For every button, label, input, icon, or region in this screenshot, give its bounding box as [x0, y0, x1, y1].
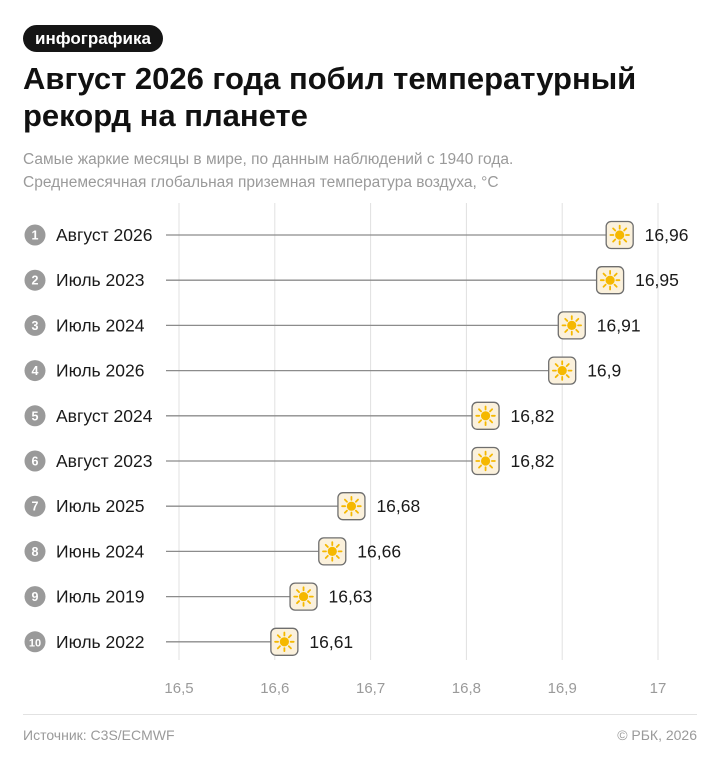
- rank-circle: [24, 586, 46, 608]
- value-label: 16,63: [329, 587, 373, 607]
- x-tick-label: 16,8: [452, 680, 481, 697]
- x-tick-label: 16,9: [548, 680, 577, 697]
- rank-circle: [24, 360, 46, 382]
- row-label: Июль 2026: [56, 361, 144, 381]
- rank-circle: [24, 495, 46, 517]
- rank-number: 10: [29, 637, 41, 649]
- rank-circle: [24, 224, 46, 246]
- value-label: 16,9: [587, 361, 621, 381]
- rank-circle: [24, 540, 46, 562]
- source-note: Источник: C3S/ECMWF: [23, 727, 175, 743]
- value-label: 16,66: [357, 541, 401, 561]
- value-label: 16,61: [309, 632, 353, 652]
- value-label: 16,95: [635, 270, 679, 290]
- rank-number: 6: [32, 455, 39, 469]
- value-label: 16,96: [645, 225, 689, 245]
- rank-number: 3: [32, 319, 39, 333]
- sun-icon: [552, 360, 573, 381]
- footer-divider: [23, 714, 697, 715]
- subtitle-line-2: Среднемесячная глобальная приземная темп…: [23, 174, 499, 191]
- rank-circle: [24, 269, 46, 291]
- subtitle-line-1: Самые жаркие месяцы в мире, по данным на…: [23, 151, 514, 168]
- rank-number: 9: [32, 590, 39, 604]
- sun-icon: [475, 405, 496, 427]
- sun-icon: [322, 541, 343, 562]
- row-label: Июль 2024: [56, 315, 145, 335]
- page-title: Август 2026 года побил температурный рек…: [23, 60, 693, 134]
- sun-icon: [274, 631, 295, 653]
- row-label: Июнь 2024: [56, 541, 145, 561]
- rank-number: 5: [32, 409, 39, 423]
- value-label: 16,68: [376, 496, 420, 516]
- sun-icon: [609, 224, 630, 246]
- sun-icon: [293, 586, 314, 607]
- row-label: Июль 2022: [56, 632, 144, 652]
- x-tick-label: 16,5: [164, 680, 193, 697]
- sun-icon: [475, 450, 496, 472]
- copyright-note: © РБК, 2026: [617, 727, 697, 743]
- temperature-dot-chart: 16,5 16,6 16,7 16,8 16,9 171 Август 2026 16,962…: [24, 203, 689, 697]
- rank-circle: [24, 405, 46, 427]
- row-label: Июль 2023: [56, 270, 144, 290]
- value-label: 16,91: [597, 315, 641, 335]
- value-label: 16,82: [511, 451, 555, 471]
- value-label: 16,82: [511, 406, 555, 426]
- x-tick-label: 17: [650, 680, 667, 697]
- row-label: Июль 2019: [56, 587, 144, 607]
- row-label: Август 2023: [56, 451, 152, 471]
- rank-number: 4: [32, 364, 39, 378]
- rank-number: 7: [32, 500, 39, 514]
- title-line-1: Август 2026 года побил температурный: [23, 61, 637, 96]
- x-tick-label: 16,7: [356, 680, 385, 697]
- rank-number: 1: [32, 229, 39, 243]
- sun-icon: [561, 315, 582, 336]
- sun-icon: [599, 270, 621, 291]
- rank-circle: [24, 314, 46, 336]
- row-label: Август 2026: [56, 225, 152, 245]
- rank-number: 2: [32, 274, 39, 288]
- x-tick-label: 16,6: [260, 680, 289, 697]
- rank-circle: [24, 631, 46, 653]
- row-label: Июль 2025: [56, 496, 144, 516]
- row-label: Август 2024: [56, 406, 153, 426]
- rank-circle: [24, 450, 46, 472]
- rank-number: 8: [32, 545, 39, 559]
- chart-subtitle: Самые жаркие месяцы в мире, по данным на…: [23, 148, 703, 194]
- category-badge: инфографика: [23, 25, 163, 52]
- title-line-2: рекорд на планете: [23, 98, 308, 133]
- sun-icon: [341, 495, 362, 517]
